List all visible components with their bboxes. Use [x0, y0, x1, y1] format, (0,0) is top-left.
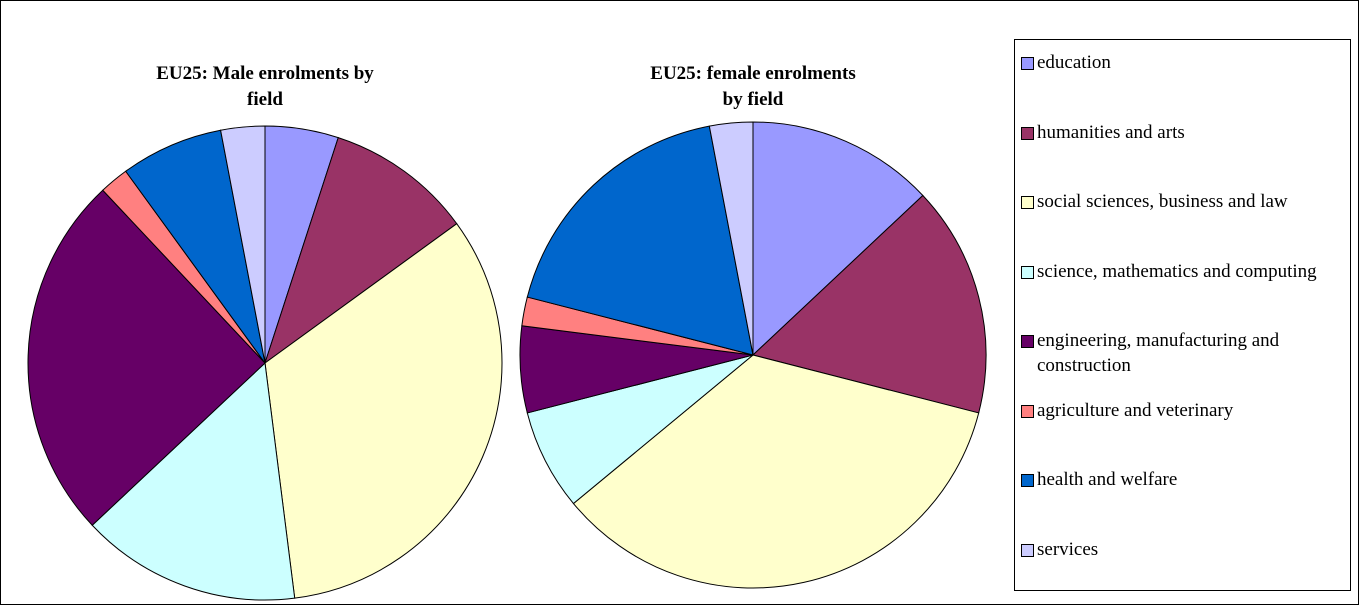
legend: education humanities and arts social scien…	[1014, 39, 1351, 591]
legend-swatch	[1021, 265, 1034, 279]
legend-swatch	[1021, 543, 1034, 557]
pie-slice	[572, 354, 980, 589]
legend-swatch	[1021, 335, 1034, 348]
legend-item: engineering, manufacturing and construct…	[1021, 328, 1358, 378]
legend-item: social sciences, business and law	[1021, 189, 1358, 214]
pie-slice	[708, 121, 754, 356]
pie-slice	[124, 129, 266, 364]
legend-item: services	[1021, 537, 1358, 562]
legend-item: agriculture and veterinary	[1021, 398, 1358, 423]
pie-slice	[91, 361, 296, 601]
legend-label: humanities and arts	[1037, 121, 1185, 143]
legend-swatch	[1021, 404, 1034, 418]
pie-slice	[751, 194, 987, 414]
pie-title: EU25: female enrolments by field	[650, 63, 856, 110]
pie-slice	[27, 189, 266, 526]
pie-slice	[264, 136, 458, 365]
pie-slice	[752, 121, 924, 357]
legend-item: health and welfare	[1021, 467, 1358, 492]
legend-label: services	[1037, 538, 1099, 560]
pie-slice	[264, 222, 503, 599]
legend-label: engineering, manufacturing and construct…	[1037, 330, 1280, 376]
pie-slice	[220, 125, 266, 364]
pie-title: EU25: Male enrolments by field	[156, 63, 374, 110]
legend-label: social sciences, business and law	[1037, 191, 1288, 212]
legend-swatch	[1021, 474, 1034, 487]
legend-swatch	[1021, 196, 1034, 209]
pie-area	[27, 121, 987, 601]
pie-slice	[526, 125, 754, 356]
legend-item: science, mathematics and computing	[1021, 259, 1358, 284]
legend-label: health and welfare	[1037, 469, 1178, 490]
legend-swatch	[1021, 57, 1034, 70]
legend-item: education	[1021, 50, 1358, 75]
legend-swatch	[1021, 126, 1034, 140]
legend-item: humanities and arts	[1021, 120, 1358, 145]
legend-label: science, mathematics and computing	[1037, 260, 1317, 282]
legend-label: education	[1037, 52, 1111, 73]
legend-label: agriculture and veterinary	[1037, 399, 1234, 421]
pie-slice	[526, 354, 754, 505]
